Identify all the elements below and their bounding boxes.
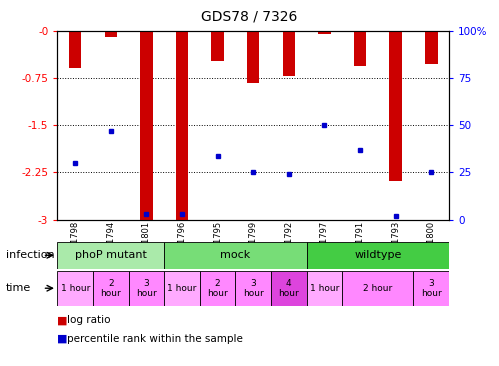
Text: 3
hour: 3 hour — [136, 279, 157, 298]
Bar — [354, 31, 366, 66]
Bar — [93, 271, 129, 306]
Bar — [164, 271, 200, 306]
Bar — [425, 31, 438, 64]
Text: ■: ■ — [57, 315, 68, 325]
Text: wildtype: wildtype — [354, 250, 402, 260]
Text: 2
hour: 2 hour — [207, 279, 228, 298]
Text: time: time — [6, 283, 31, 293]
Text: GDS78 / 7326: GDS78 / 7326 — [201, 9, 298, 23]
Bar — [212, 31, 224, 61]
Bar — [282, 31, 295, 76]
Bar — [57, 271, 93, 306]
Text: 3
hour: 3 hour — [421, 279, 442, 298]
Text: 2 hour: 2 hour — [363, 284, 393, 293]
Bar — [307, 271, 342, 306]
Bar — [389, 31, 402, 181]
Bar — [164, 242, 307, 269]
Bar — [140, 31, 153, 220]
Text: ■: ■ — [57, 333, 68, 344]
Text: phoP mutant: phoP mutant — [75, 250, 147, 260]
Bar — [307, 242, 449, 269]
Text: 1 hour: 1 hour — [60, 284, 90, 293]
Bar — [129, 271, 164, 306]
Bar — [247, 31, 259, 83]
Bar — [271, 271, 307, 306]
Text: 1 hour: 1 hour — [310, 284, 339, 293]
Bar — [342, 271, 414, 306]
Bar — [414, 271, 449, 306]
Bar — [176, 31, 188, 220]
Text: log ratio: log ratio — [67, 315, 111, 325]
Text: infection: infection — [6, 250, 54, 260]
Bar — [236, 271, 271, 306]
Bar — [318, 31, 331, 34]
Text: 4
hour: 4 hour — [278, 279, 299, 298]
Bar — [105, 31, 117, 37]
Bar — [57, 242, 164, 269]
Bar — [69, 31, 81, 68]
Text: mock: mock — [221, 250, 250, 260]
Text: percentile rank within the sample: percentile rank within the sample — [67, 333, 243, 344]
Text: 2
hour: 2 hour — [100, 279, 121, 298]
Text: 3
hour: 3 hour — [243, 279, 263, 298]
Bar — [200, 271, 236, 306]
Text: 1 hour: 1 hour — [167, 284, 197, 293]
